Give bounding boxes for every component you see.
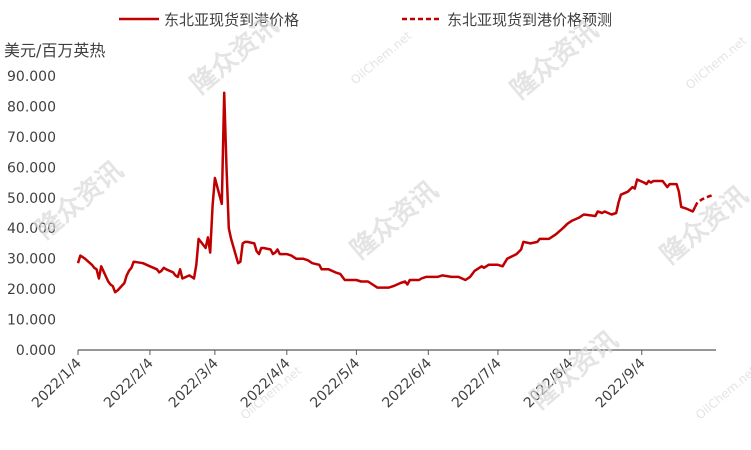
- svg-text:隆众资讯: 隆众资讯: [655, 181, 751, 271]
- plot-area: [76, 91, 715, 294]
- y-tick-label: 80.000: [7, 99, 56, 115]
- y-tick-label: 20.000: [7, 282, 56, 298]
- x-tick-label: 2022/6/4: [379, 355, 435, 411]
- legend-label-actual: 东北亚现货到港价格: [164, 11, 299, 29]
- x-tick-label: 2022/1/4: [29, 355, 85, 411]
- y-axis: 0.000 10.000 20.000 30.000 40.000 50.000 60.00…: [7, 69, 56, 359]
- x-tick-label: 2022/7/4: [449, 355, 505, 411]
- y-tick-label: 0.000: [16, 343, 56, 359]
- series-line-forecast: [693, 193, 715, 208]
- y-tick-label: 60.000: [7, 160, 56, 176]
- svg-text:OilChem.net: OilChem.net: [683, 33, 749, 92]
- x-tick-label: 2022/5/4: [307, 355, 363, 411]
- legend-label-forecast: 东北亚现货到港价格预测: [447, 11, 612, 29]
- y-tick-label: 30.000: [7, 252, 56, 268]
- y-tick-label: 90.000: [7, 69, 56, 85]
- x-tick-label: 2022/3/4: [166, 355, 222, 411]
- svg-text:隆众资讯: 隆众资讯: [345, 176, 444, 266]
- y-tick-label: 10.000: [7, 313, 56, 329]
- svg-text:OilChem.net: OilChem.net: [348, 28, 414, 87]
- y-tick-label: 50.000: [7, 191, 56, 207]
- legend: 东北亚现货到港价格 东北亚现货到港价格预测: [119, 11, 612, 29]
- watermark: 隆众资讯 OilChem.net 隆众资讯 OilChem.net 隆众资讯 隆…: [30, 11, 751, 423]
- unit-label: 美元/百万英热: [4, 41, 105, 60]
- x-tick-label: 2022/2/4: [101, 355, 157, 411]
- svg-text:OilChem.net: OilChem.net: [693, 363, 751, 422]
- x-axis: 2022/1/4 2022/2/4 2022/3/4 2022/4/4 2022/5/4…: [29, 349, 716, 411]
- series-line-actual: [76, 91, 697, 294]
- y-tick-label: 40.000: [7, 221, 56, 237]
- y-tick-label: 70.000: [7, 130, 56, 146]
